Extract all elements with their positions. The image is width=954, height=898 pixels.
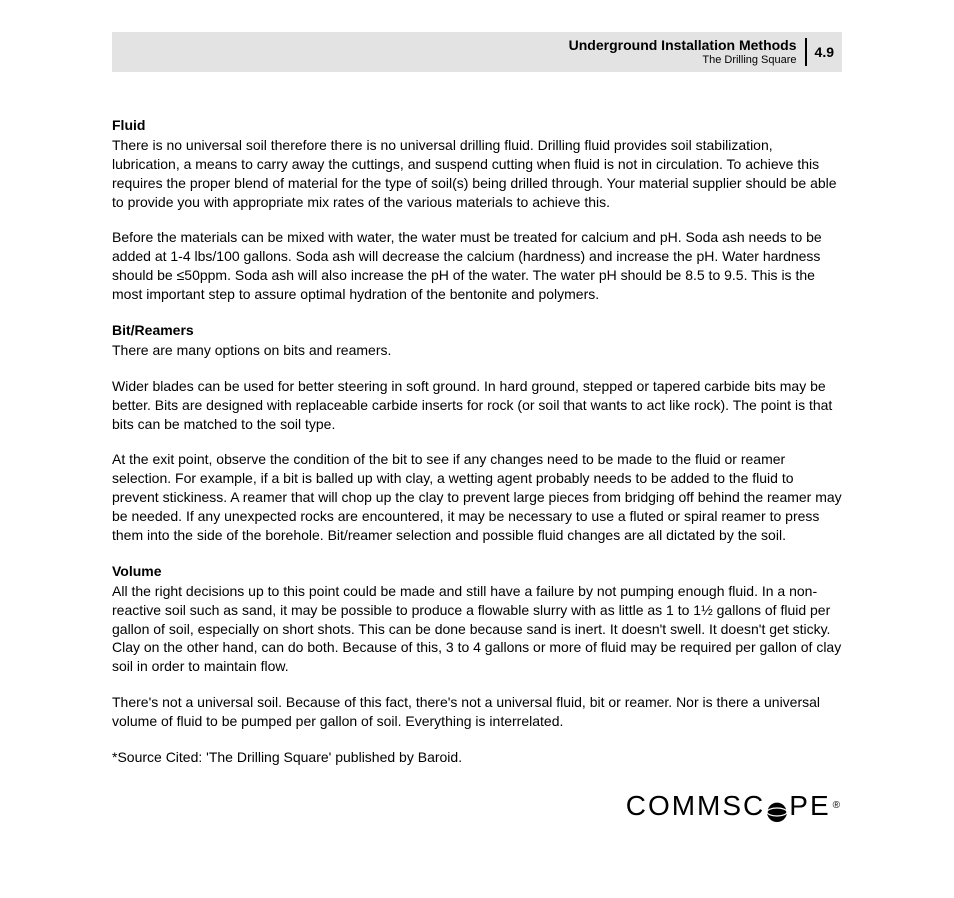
header-bar: Underground Installation Methods The Dri…	[112, 32, 842, 72]
paragraph: There are many options on bits and reame…	[112, 341, 842, 360]
logo-text-after: PE	[789, 787, 830, 825]
content-body: Fluid There is no universal soil therefo…	[112, 116, 842, 825]
citation: *Source Cited: 'The Drilling Square' pub…	[112, 748, 842, 767]
heading-fluid: Fluid	[112, 116, 842, 135]
page-number: 4.9	[807, 32, 842, 72]
subsection-title: The Drilling Square	[702, 54, 796, 66]
paragraph: All the right decisions up to this point…	[112, 582, 842, 676]
paragraph: There's not a universal soil. Because of…	[112, 693, 842, 731]
logo-text-before: COMMSC	[626, 787, 766, 825]
paragraph: Wider blades can be used for better stee…	[112, 377, 842, 434]
section-title: Underground Installation Methods	[569, 38, 797, 53]
registered-mark: ®	[833, 799, 842, 813]
paragraph: Before the materials can be mixed with w…	[112, 228, 842, 304]
paragraph: At the exit point, observe the condition…	[112, 450, 842, 544]
heading-volume: Volume	[112, 562, 842, 581]
heading-bitreamers: Bit/Reamers	[112, 321, 842, 340]
paragraph: There is no universal soil therefore the…	[112, 136, 842, 212]
commscope-logo: COMMSC PE®	[626, 787, 842, 825]
globe-icon	[766, 795, 788, 817]
